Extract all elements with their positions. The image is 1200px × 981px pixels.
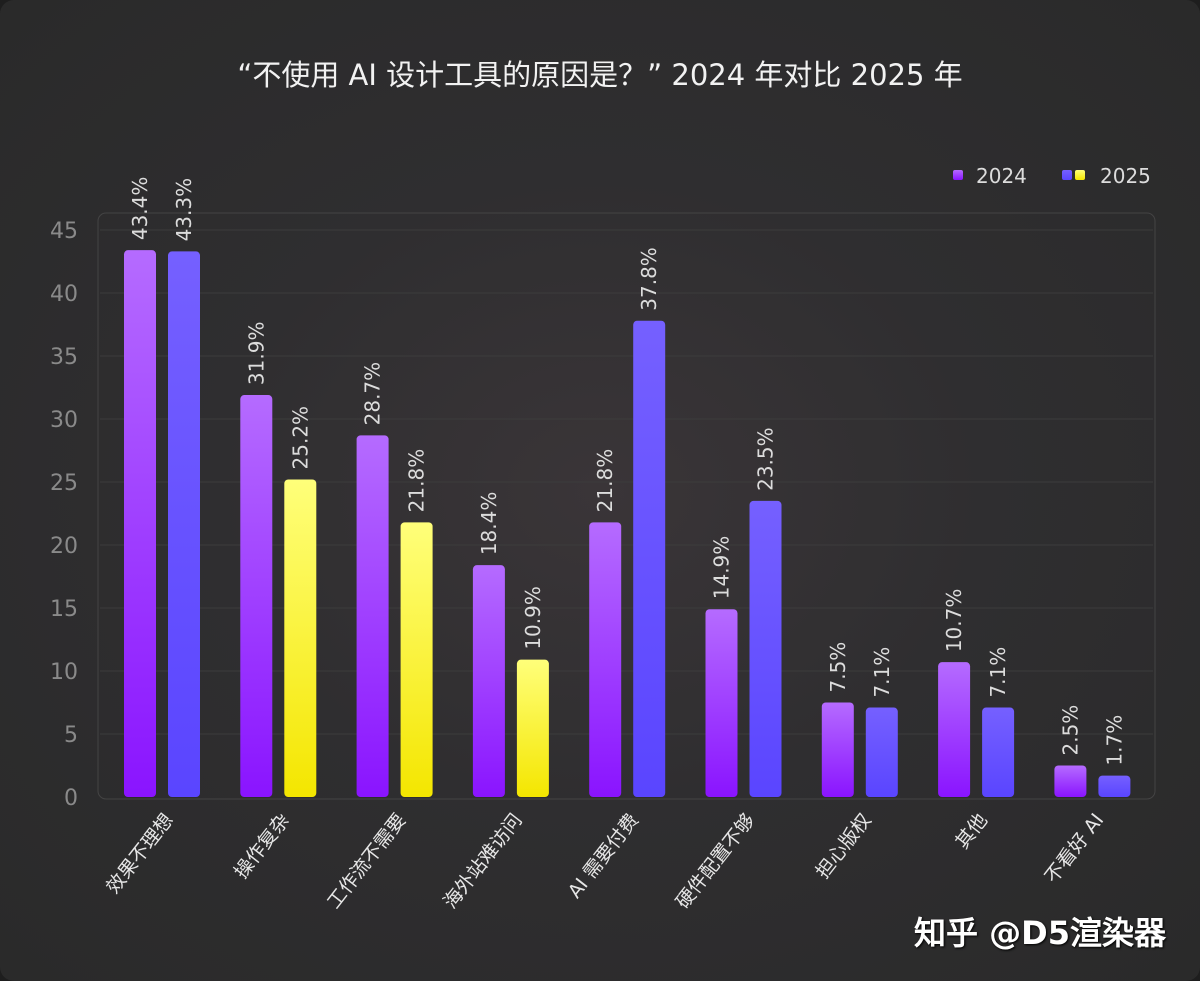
data-label: 21.8% xyxy=(593,449,617,513)
bar-2024-2 xyxy=(356,435,389,797)
y-tick-label: 45 xyxy=(50,219,78,244)
data-label: 28.7% xyxy=(361,362,385,426)
x-tick-label: 海外站难访问 xyxy=(439,810,527,913)
x-tick-label: 操作复杂 xyxy=(230,810,294,883)
legend-label-2024: 2024 xyxy=(976,164,1027,188)
x-tick-label: 不看好 AI xyxy=(1041,810,1109,888)
data-label: 43.4% xyxy=(128,177,152,241)
legend-label-2025: 2025 xyxy=(1100,164,1151,188)
data-label: 10.7% xyxy=(942,589,966,653)
data-label: 25.2% xyxy=(288,406,312,470)
y-tick-label: 20 xyxy=(50,534,78,559)
x-tick-label: 工作流不需要 xyxy=(323,810,411,913)
data-label: 18.4% xyxy=(477,492,501,556)
data-label: 7.1% xyxy=(986,647,1010,698)
bar-2025-0 xyxy=(168,251,200,798)
x-tick-label: 担心版权 xyxy=(812,810,876,883)
y-tick-label: 30 xyxy=(50,408,78,433)
data-label: 23.5% xyxy=(754,427,778,491)
data-label: 43.3% xyxy=(172,178,196,242)
x-tick-label: AI 需要付费 xyxy=(564,810,643,903)
bar-2025-8 xyxy=(1098,775,1131,797)
bar-2024-5 xyxy=(705,609,738,797)
data-label: 37.8% xyxy=(637,247,661,311)
legend-swatch-2025-blue xyxy=(1062,170,1072,180)
bar-2024-1 xyxy=(240,395,273,797)
y-tick-label: 35 xyxy=(50,345,78,370)
x-tick-label: 其他 xyxy=(951,810,992,854)
plot-area xyxy=(97,212,1156,800)
x-tick-label: 硬件配置不够 xyxy=(672,810,760,913)
y-tick-label: 25 xyxy=(50,471,78,496)
bar-2024-7 xyxy=(938,662,971,797)
bar-2024-8 xyxy=(1054,765,1087,797)
y-tick-label: 40 xyxy=(50,282,78,307)
data-label: 1.7% xyxy=(1102,715,1126,766)
bar-2024-6 xyxy=(821,702,854,797)
bar-2025-1 xyxy=(284,479,317,797)
legend-swatch-2025-yellow xyxy=(1075,170,1085,180)
bar-2025-5 xyxy=(749,500,782,797)
data-label: 14.9% xyxy=(710,536,734,600)
bar-2025-4 xyxy=(633,320,666,797)
legend-swatch-2024 xyxy=(953,170,963,180)
watermark: 知乎 @D5渲染器 xyxy=(914,914,1166,952)
data-label: 10.9% xyxy=(521,586,545,650)
bar-2025-2 xyxy=(400,522,433,797)
y-tick-label: 10 xyxy=(50,660,78,685)
bar-2024-4 xyxy=(589,522,622,797)
data-label: 2.5% xyxy=(1058,705,1082,756)
bar-2025-3 xyxy=(516,659,549,797)
data-label: 7.5% xyxy=(826,642,850,693)
bar-2025-7 xyxy=(982,707,1015,797)
data-label: 7.1% xyxy=(870,647,894,698)
y-tick-label: 0 xyxy=(64,786,78,811)
bar-2025-6 xyxy=(865,707,898,797)
data-label: 31.9% xyxy=(244,322,268,386)
bar-2024-3 xyxy=(472,565,505,797)
bar-2024-0 xyxy=(124,250,156,797)
y-tick-label: 15 xyxy=(50,597,78,622)
data-label: 21.8% xyxy=(405,449,429,513)
x-tick-label: 效果不理想 xyxy=(102,810,178,898)
chart-title: “不使用 AI 设计工具的原因是？” 2024 年对比 2025 年 xyxy=(237,58,963,92)
y-tick-label: 5 xyxy=(64,723,78,748)
